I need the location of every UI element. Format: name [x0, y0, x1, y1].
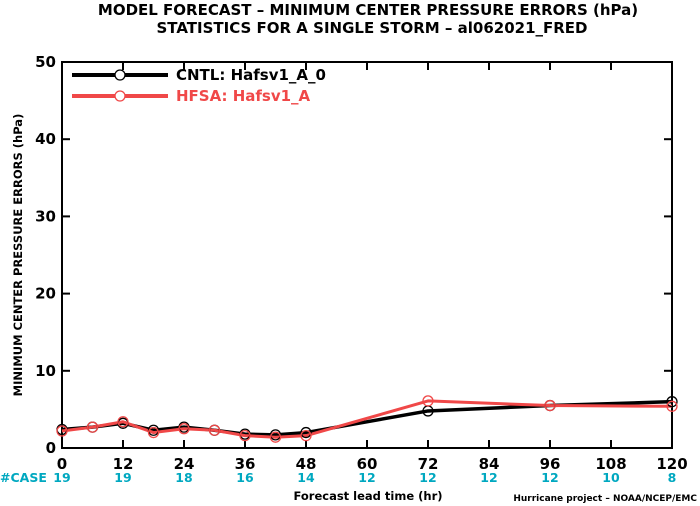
series-point-1: [147, 426, 160, 439]
case-label: #CASE: [0, 470, 47, 485]
legend-label-1: HFSA: Hafsv1_A: [176, 87, 311, 105]
x-tick-label: 48: [296, 455, 317, 473]
series-point-0: [666, 396, 678, 408]
y-tick-label: 20: [35, 285, 56, 303]
series-point-1: [86, 421, 99, 433]
x-axis-label: Forecast lead time (hr): [293, 489, 442, 503]
series-point-1: [208, 424, 221, 436]
case-count: 14: [297, 470, 315, 485]
case-count: 19: [53, 470, 70, 485]
series-point-1: [666, 400, 678, 412]
case-count: 12: [480, 470, 497, 485]
series-point-1: [422, 395, 434, 407]
series-point-0: [300, 426, 312, 439]
case-count: 12: [358, 470, 375, 485]
case-count: 8: [668, 470, 677, 485]
x-tick-label: 108: [595, 455, 626, 473]
y-tick-label: 40: [35, 130, 56, 148]
y-axis-label: MINIMUM CENTER PRESSURE ERRORS (hPa): [11, 114, 25, 397]
x-tick-label: 36: [235, 455, 256, 473]
case-count: 19: [114, 470, 131, 485]
legend-marker-0: [114, 69, 126, 81]
y-tick-label: 30: [35, 207, 56, 225]
case-counts: 19 19 18 16 14 12 12 12 12 10 8: [53, 470, 676, 485]
case-count: 12: [541, 470, 558, 485]
series-point-1: [178, 423, 190, 435]
series-point-1: [269, 431, 282, 443]
y-tick-label: 10: [35, 362, 56, 380]
x-tick-label: 12: [113, 455, 134, 473]
case-count: 16: [236, 470, 254, 485]
legend-marker-1: [114, 90, 126, 102]
x-tick-label: 60: [357, 455, 378, 473]
x-tick-label: 96: [540, 455, 561, 473]
series-line-1: [61, 399, 673, 439]
x-tick-label: 72: [418, 455, 439, 473]
plot-frame: [61, 61, 673, 449]
credit-text: Hurricane project – NOAA/NCEP/EMC: [513, 494, 697, 504]
series-point-1: [56, 425, 68, 437]
plot-area: 0 10 20 30 40 50 0 12 24 36 48 60 72 84 96 108 120 CNTL: …: [35, 53, 688, 473]
x-tick-label: 120: [656, 455, 687, 473]
series-point-1: [117, 416, 129, 428]
series-point-1: [300, 429, 312, 442]
x-tick-label: 0: [57, 455, 67, 473]
case-count: 10: [602, 470, 620, 485]
x-tick-label: 84: [479, 455, 500, 473]
series-point-1: [544, 399, 556, 412]
chart-subtitle: STATISTICS FOR A SINGLE STORM – al062021…: [156, 19, 587, 37]
y-tick-label: 50: [35, 53, 56, 71]
case-count: 12: [419, 470, 436, 485]
series-point-1: [239, 429, 251, 442]
x-tick-label: 24: [174, 455, 195, 473]
case-count: 18: [175, 470, 192, 485]
chart-title: MODEL FORECAST – MINIMUM CENTER PRESSURE…: [98, 1, 638, 19]
legend-label-0: CNTL: Hafsv1_A_0: [176, 66, 326, 84]
y-tick-label: 0: [46, 439, 56, 457]
